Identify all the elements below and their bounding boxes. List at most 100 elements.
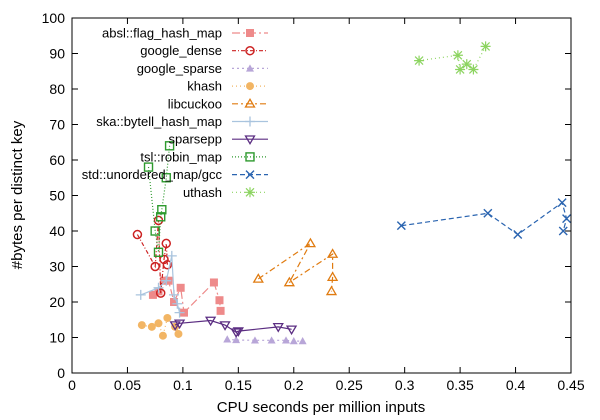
series-google-sparse-point [282,336,291,344]
series-sparsepp-point [219,321,231,331]
legend-swatch-marker [245,116,255,127]
series-sparsepp [169,316,298,338]
series-uthash-point [452,50,463,61]
series-absl-flag-hash-map-point [215,296,224,305]
series-google-dense-line [136,220,168,294]
series-ska-bytell-hash-map-point [172,298,183,309]
legend-label: khash [187,79,222,94]
series-ska-bytell-hash-map [135,250,185,318]
series-sparsepp-point [204,316,217,327]
series-ska-bytell-hash-map-point [153,282,164,293]
series-khash-point [154,319,163,328]
legend-label: google_dense [140,43,222,58]
y-tick-label: 30 [49,259,65,275]
series-std-unordered-map-gcc-point [562,214,572,224]
x-tick-label: 0.4 [506,377,526,393]
legend-swatch-marker [245,187,255,198]
x-tick-label: 0.1 [173,377,193,393]
series-std-unordered-map-gcc-point [396,221,406,231]
series-google-sparse-point [250,336,259,344]
series-uthash-point [480,41,491,52]
legend-item: google_dense [140,43,268,58]
series-ska-bytell-hash-map-point [135,289,146,300]
legend-item: tsl::robin_map [140,149,268,164]
series-sparsepp-point [285,325,298,336]
x-tick-label: 0.45 [557,377,584,393]
series-libcuckoo-point [252,273,264,283]
legend-label: absl::flag_hash_map [102,26,222,41]
legend-item: libcuckoo [168,96,268,111]
legend-label: tsl::robin_map [140,149,222,164]
legend-swatch-marker [245,170,255,180]
y-tick-label: 60 [49,152,65,168]
series-sparsepp-point [169,321,181,331]
series-libcuckoo [252,237,339,296]
series-ska-bytell-hash-map-point [161,275,172,286]
series-tsl-robin-map-point [150,226,160,236]
series-ska-bytell-hash-map-point [166,250,177,261]
legend-swatch-marker [246,29,254,37]
series-uthash-point [414,55,425,66]
legend: absl::flag_hash_mapgoogle_densegoogle_sp… [82,26,268,200]
series-uthash [414,41,491,75]
legend-item: ska::bytell_hash_map [96,114,268,129]
series-uthash-line [419,46,487,71]
marks-layer [132,41,572,345]
x-tick-label: 0.15 [225,377,252,393]
series-uthash-point [455,64,466,75]
series-google-dense-point [150,261,160,272]
y-tick-label: 50 [49,188,65,204]
series-libcuckoo-point [304,237,317,248]
series-std-unordered-map-gcc-point [557,198,567,208]
series-sparsepp-point [232,327,244,337]
x-tick-label: 0.05 [114,377,141,393]
legend-label: std::unordered_map/gcc [82,167,223,182]
series-tsl-robin-map-point [164,141,175,151]
x-tick-label: 0.3 [395,377,415,393]
series-google-sparse-point [267,336,276,344]
series-libcuckoo-point [283,276,295,287]
series-absl-flag-hash-map-point [209,278,218,287]
series-google-sparse-point [298,337,307,345]
y-tick-label: 90 [49,46,65,62]
series-sparsepp-line [174,319,292,333]
legend-item: uthash [183,185,268,200]
series-std-unordered-map-gcc [396,198,572,240]
series-libcuckoo-point [325,285,338,296]
series-google-dense-point [155,288,166,298]
series-ska-bytell-hash-map-point [169,289,180,300]
series-sparsepp-point [173,319,186,330]
series-google-sparse-point [232,335,241,344]
ticks-layer: 0 0.05 0.1 0.15 0.2 0.25 0.3 0.35 0.4 0.45 0 10 20 30… [42,10,585,393]
series-absl-flag-hash-map-point [170,298,179,306]
legend-label: libcuckoo [168,96,222,111]
legend-item: google_sparse [137,61,268,76]
x-tick-label: 0.25 [336,377,363,393]
series-tsl-robin-map [143,141,175,258]
x-tick-label: 0 [68,377,76,393]
x-axis-title: CPU seconds per million inputs [217,399,425,416]
legend-item: std::unordered_map/gcc [82,167,268,182]
legend-swatch-marker [246,82,254,91]
series-tsl-robin-map-point [161,173,171,183]
series-ska-bytell-hash-map-point [174,307,185,318]
series-khash-point [174,329,183,338]
x-tick-label: 0.2 [284,377,304,393]
x-tick-label: 0.35 [446,377,473,393]
legend-label: sparsepp [169,132,222,147]
series-tsl-robin-map-point [143,162,154,172]
series-google-sparse-point [223,335,232,343]
legend-swatch-marker [244,135,256,145]
y-tick-label: 10 [49,330,65,346]
legend-swatch-marker [245,45,255,56]
legend-swatch-marker [244,98,256,108]
series-tsl-robin-map-point [153,247,164,258]
series-uthash-point [461,59,472,70]
series-sparsepp-point [272,322,284,333]
series-libcuckoo-point [326,271,339,282]
y-tick-label: 40 [49,223,65,239]
series-std-unordered-map-gcc-point [483,208,493,218]
legend-swatch-marker [246,64,254,72]
series-tsl-robin-map-point [156,212,166,222]
legend-item: absl::flag_hash_map [102,26,268,41]
